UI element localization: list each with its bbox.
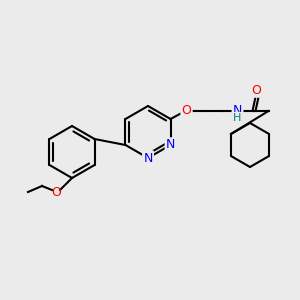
- Text: N: N: [143, 152, 153, 164]
- Text: N: N: [233, 104, 242, 118]
- Text: O: O: [51, 185, 61, 199]
- Text: O: O: [182, 104, 191, 118]
- Text: O: O: [252, 83, 262, 97]
- Text: N: N: [166, 139, 175, 152]
- Text: H: H: [233, 113, 242, 123]
